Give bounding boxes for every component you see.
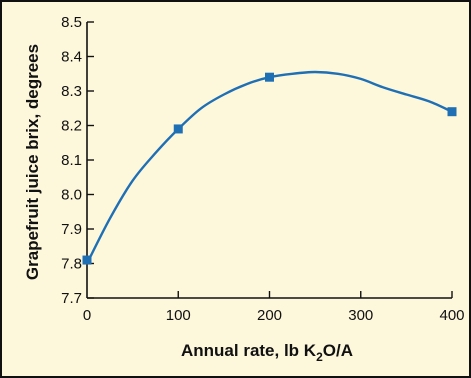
y-tick-label: 7.8 [61, 256, 82, 273]
data-point-marker [265, 72, 274, 82]
x-tick-label: 0 [83, 307, 91, 324]
y-tick-label: 7.7 [61, 290, 82, 307]
ticks: 7.7 7.8 7.9 8.0 8.1 8.2 8.3 8.4 8.5 0 100 200 300 400 [61, 14, 464, 324]
data-point-marker [447, 107, 457, 117]
x-tick-label: 200 [257, 307, 282, 324]
plot-area [82, 70, 457, 265]
x-tick-label: 400 [439, 307, 464, 324]
y-tick-label: 8.2 [61, 118, 82, 135]
y-tick-label: 8.1 [61, 152, 82, 169]
y-tick-label: 8.0 [61, 187, 82, 204]
x-tick-label: 100 [166, 307, 191, 324]
fit-curve-line [85, 70, 453, 265]
axes [86, 22, 452, 299]
y-axis-title: Grapefruit juice brix, degrees [23, 44, 42, 280]
data-point-marker [82, 255, 92, 265]
x-axis-title: Annual rate, lb K2O/A [181, 341, 353, 364]
y-tick-label: 8.4 [61, 49, 82, 66]
y-tick-label: 8.3 [61, 83, 82, 100]
y-tick-label: 7.9 [61, 221, 82, 238]
data-point-marker [173, 124, 183, 134]
x-tick-label: 300 [348, 307, 373, 324]
y-tick-label: 8.5 [61, 14, 82, 31]
